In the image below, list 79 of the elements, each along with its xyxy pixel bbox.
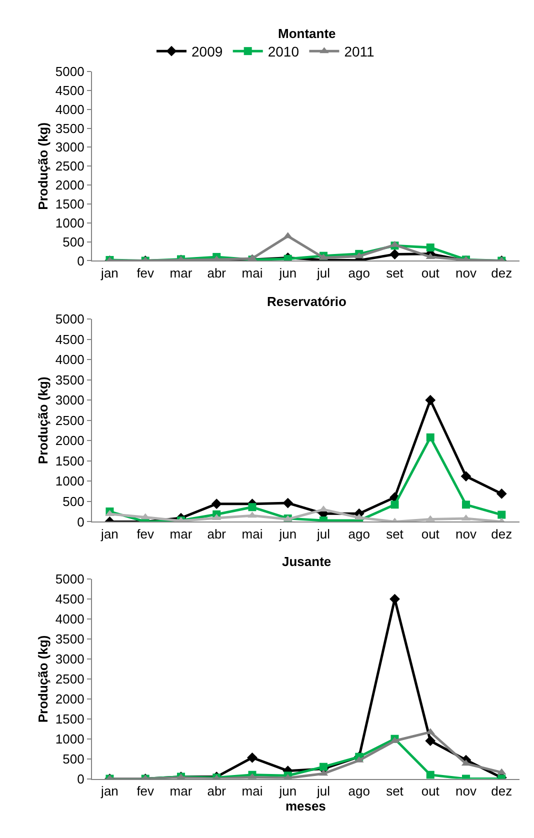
y-tick-label: 2500 bbox=[55, 671, 84, 686]
y-tick-label: 2000 bbox=[55, 691, 84, 706]
y-axis-title: Produção (kg) bbox=[35, 122, 50, 210]
x-tick-label: abr bbox=[207, 265, 227, 280]
y-tick-label: 3000 bbox=[55, 140, 84, 155]
y-tick-label: 2000 bbox=[55, 178, 84, 193]
y-tick-label: 1500 bbox=[55, 453, 84, 468]
x-tick-label: out bbox=[421, 526, 440, 542]
x-tick-label: mai bbox=[242, 783, 263, 798]
x-tick-label: jun bbox=[278, 526, 297, 542]
y-tick-label: 2500 bbox=[55, 158, 84, 174]
y-tick-label: 500 bbox=[62, 234, 84, 250]
chart-title: Jusante bbox=[282, 554, 332, 569]
y-tick-label: 1500 bbox=[55, 711, 84, 726]
x-tick-label: out bbox=[421, 783, 440, 798]
x-tick-label: jul bbox=[316, 265, 330, 280]
y-tick-label: 4000 bbox=[55, 102, 84, 117]
y-tick-label: 4000 bbox=[55, 352, 84, 368]
y-tick-label: 4000 bbox=[55, 612, 84, 627]
y-axis-title: Produção (kg) bbox=[35, 635, 50, 723]
x-tick-label: fev bbox=[136, 783, 155, 798]
x-tick-label: abr bbox=[207, 526, 227, 542]
x-tick-label: jun bbox=[278, 783, 297, 798]
x-tick-label: dez bbox=[491, 265, 512, 280]
y-tick-label: 1000 bbox=[55, 474, 84, 489]
y-tick-label: 500 bbox=[62, 751, 84, 766]
y-tick-label: 0 bbox=[77, 253, 84, 268]
y-tick-label: 0 bbox=[77, 514, 84, 530]
x-tick-label: dez bbox=[491, 526, 512, 542]
x-axis-title: meses bbox=[285, 798, 326, 814]
y-tick-label: 3000 bbox=[55, 392, 84, 408]
y-tick-label: 4500 bbox=[55, 592, 84, 607]
x-tick-label: jun bbox=[278, 265, 297, 280]
y-tick-label: 500 bbox=[62, 494, 84, 509]
y-tick-label: 4500 bbox=[55, 332, 84, 347]
x-tick-label: fev bbox=[136, 265, 155, 280]
x-tick-label: ago bbox=[348, 526, 370, 542]
x-tick-label: ago bbox=[348, 265, 370, 280]
legend-label: 2010 bbox=[268, 44, 300, 60]
chart-title: Reservatório bbox=[267, 294, 347, 309]
y-tick-label: 0 bbox=[77, 771, 84, 786]
y-tick-label: 2000 bbox=[55, 433, 84, 448]
x-tick-label: mar bbox=[170, 526, 193, 542]
x-tick-label: abr bbox=[207, 783, 227, 798]
y-tick-label: 1500 bbox=[55, 196, 84, 212]
x-tick-label: fev bbox=[136, 526, 155, 542]
x-tick-label: ago bbox=[348, 783, 370, 798]
y-tick-label: 1000 bbox=[55, 215, 84, 230]
y-tick-label: 2500 bbox=[55, 412, 84, 428]
x-tick-label: jan bbox=[100, 265, 118, 280]
legend-label: 2011 bbox=[344, 44, 375, 60]
y-tick-label: 4500 bbox=[55, 82, 84, 98]
x-tick-label: dez bbox=[491, 783, 512, 798]
y-tick-label: 3500 bbox=[55, 372, 84, 388]
x-tick-label: nov bbox=[456, 783, 477, 798]
legend-label: 2009 bbox=[192, 44, 223, 60]
y-tick-label: 5000 bbox=[55, 572, 84, 587]
x-tick-label: set bbox=[386, 783, 404, 798]
x-tick-label: jan bbox=[100, 783, 118, 798]
x-tick-label: jul bbox=[316, 526, 330, 542]
x-tick-label: nov bbox=[456, 526, 477, 542]
y-tick-label: 5000 bbox=[55, 312, 84, 327]
x-tick-label: set bbox=[386, 265, 404, 280]
x-tick-label: jul bbox=[316, 783, 330, 798]
x-tick-label: out bbox=[421, 265, 440, 280]
y-tick-label: 5000 bbox=[55, 64, 84, 80]
x-tick-label: mai bbox=[242, 526, 263, 542]
chart-title: Montante bbox=[278, 26, 336, 41]
y-tick-label: 3500 bbox=[55, 120, 84, 136]
y-tick-label: 3000 bbox=[55, 652, 84, 666]
x-tick-label: nov bbox=[456, 265, 477, 280]
x-tick-label: mar bbox=[170, 783, 193, 798]
x-tick-label: mai bbox=[242, 265, 263, 280]
x-tick-label: jan bbox=[100, 526, 118, 542]
y-tick-label: 3500 bbox=[55, 632, 84, 647]
x-tick-label: set bbox=[386, 526, 404, 542]
y-axis-title: Produção (kg) bbox=[35, 376, 50, 464]
x-tick-label: mar bbox=[170, 265, 193, 280]
y-tick-label: 1000 bbox=[55, 731, 84, 746]
